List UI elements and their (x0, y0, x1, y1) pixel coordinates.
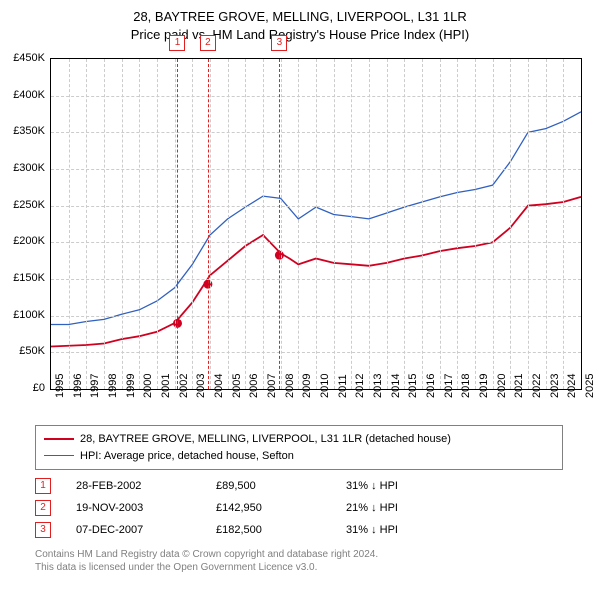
y-axis-label: £350K (5, 125, 45, 137)
x-axis-label: 2018 (460, 374, 472, 398)
sale-row: 2 19-NOV-2003£142,95021% ↓ HPI (35, 497, 565, 519)
sale-price: £89,500 (216, 480, 346, 492)
sale-diff: 31% ↓ HPI (346, 524, 398, 536)
sale-date: 19-NOV-2003 (76, 502, 216, 514)
x-axis-label: 2002 (178, 374, 190, 398)
y-axis-label: £50K (5, 345, 45, 357)
sale-diff: 21% ↓ HPI (346, 502, 398, 514)
event-marker-box: 3 (271, 35, 287, 51)
sale-date: 28-FEB-2002 (76, 480, 216, 492)
chart-container: 28, BAYTREE GROVE, MELLING, LIVERPOOL, L… (0, 0, 600, 590)
y-axis-label: £250K (5, 199, 45, 211)
y-axis-label: £150K (5, 272, 45, 284)
x-axis-label: 2010 (319, 374, 331, 398)
x-axis-label: 1996 (72, 374, 84, 398)
sale-row: 1 28-FEB-2002£89,50031% ↓ HPI (35, 475, 565, 497)
x-axis-label: 2008 (284, 374, 296, 398)
footer-line-1: Contains HM Land Registry data © Crown c… (35, 548, 378, 561)
footer-line-2: This data is licensed under the Open Gov… (35, 561, 378, 574)
x-axis-label: 2003 (195, 374, 207, 398)
x-axis-label: 2001 (160, 374, 172, 398)
title-line-2: Price paid vs. HM Land Registry's House … (0, 26, 600, 44)
x-axis-label: 2004 (213, 374, 225, 398)
chart-title: 28, BAYTREE GROVE, MELLING, LIVERPOOL, L… (0, 0, 600, 44)
x-axis-label: 2006 (248, 374, 260, 398)
x-axis-label: 2017 (443, 374, 455, 398)
x-axis-label: 2023 (549, 374, 561, 398)
x-axis-label: 2024 (566, 374, 578, 398)
legend: 28, BAYTREE GROVE, MELLING, LIVERPOOL, L… (35, 425, 563, 470)
legend-item: 28, BAYTREE GROVE, MELLING, LIVERPOOL, L… (44, 431, 554, 448)
legend-swatch (44, 438, 74, 440)
sale-price: £142,950 (216, 502, 346, 514)
x-axis-label: 1997 (89, 374, 101, 398)
legend-item: HPI: Average price, detached house, Seft… (44, 448, 554, 465)
x-axis-label: 2009 (301, 374, 313, 398)
footer: Contains HM Land Registry data © Crown c… (35, 548, 378, 574)
y-axis-label: £300K (5, 162, 45, 174)
y-axis-label: £100K (5, 309, 45, 321)
x-axis-label: 1999 (125, 374, 137, 398)
sale-index-box: 3 (35, 522, 51, 538)
x-axis-label: 2021 (513, 374, 525, 398)
legend-label: 28, BAYTREE GROVE, MELLING, LIVERPOOL, L… (80, 431, 451, 448)
legend-label: HPI: Average price, detached house, Seft… (80, 448, 294, 465)
sale-row: 3 07-DEC-2007£182,50031% ↓ HPI (35, 519, 565, 541)
sale-diff: 31% ↓ HPI (346, 480, 398, 492)
x-axis-label: 2016 (425, 374, 437, 398)
sales-table: 128-FEB-2002£89,50031% ↓ HPI219-NOV-2003… (35, 475, 565, 541)
x-axis-label: 2011 (337, 374, 349, 398)
sale-date: 07-DEC-2007 (76, 524, 216, 536)
y-axis-label: £200K (5, 235, 45, 247)
x-axis-label: 2000 (142, 374, 154, 398)
x-axis-label: 2014 (390, 374, 402, 398)
x-axis-label: 1995 (54, 374, 66, 398)
x-axis-label: 2007 (266, 374, 278, 398)
sale-price: £182,500 (216, 524, 346, 536)
x-axis-label: 2025 (584, 374, 596, 398)
x-axis-label: 2013 (372, 374, 384, 398)
y-axis-label: £0 (5, 382, 45, 394)
x-axis-label: 2015 (407, 374, 419, 398)
event-marker-box: 2 (200, 35, 216, 51)
x-axis-label: 2022 (531, 374, 543, 398)
legend-swatch (44, 455, 74, 456)
y-axis-label: £400K (5, 89, 45, 101)
event-marker-box: 1 (169, 35, 185, 51)
sale-index-box: 2 (35, 500, 51, 516)
x-axis-label: 2020 (496, 374, 508, 398)
x-axis-label: 2012 (354, 374, 366, 398)
sale-index-box: 1 (35, 478, 51, 494)
x-axis-label: 2005 (231, 374, 243, 398)
x-axis-label: 1998 (107, 374, 119, 398)
x-axis-label: 2019 (478, 374, 490, 398)
plot-area: 123 (50, 58, 582, 390)
y-axis-label: £450K (5, 52, 45, 64)
title-line-1: 28, BAYTREE GROVE, MELLING, LIVERPOOL, L… (0, 8, 600, 26)
